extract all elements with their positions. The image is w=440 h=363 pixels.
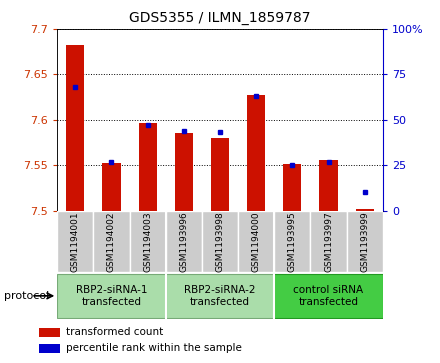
Text: GSM1193998: GSM1193998 <box>216 211 224 272</box>
Bar <box>39 328 59 337</box>
Text: protocol: protocol <box>4 291 50 301</box>
Bar <box>347 211 383 272</box>
Bar <box>39 344 59 353</box>
Bar <box>202 211 238 272</box>
Bar <box>238 211 274 272</box>
Bar <box>311 211 347 272</box>
Bar <box>103 163 121 211</box>
Text: GSM1193995: GSM1193995 <box>288 211 297 272</box>
Text: GSM1193996: GSM1193996 <box>180 211 188 272</box>
Text: GSM1193999: GSM1193999 <box>360 211 369 272</box>
Text: GSM1194000: GSM1194000 <box>252 211 260 272</box>
Bar <box>66 45 84 211</box>
Text: GSM1193997: GSM1193997 <box>324 211 333 272</box>
Bar <box>57 211 93 272</box>
Title: GDS5355 / ILMN_1859787: GDS5355 / ILMN_1859787 <box>129 11 311 25</box>
Text: GSM1194002: GSM1194002 <box>107 211 116 272</box>
Bar <box>175 134 193 211</box>
Bar <box>356 209 374 211</box>
Bar <box>166 211 202 272</box>
Text: transformed count: transformed count <box>66 327 164 337</box>
Bar <box>274 274 383 318</box>
Bar <box>274 211 311 272</box>
Bar <box>166 274 274 318</box>
Bar <box>93 211 129 272</box>
Bar <box>57 274 166 318</box>
Text: control siRNA
transfected: control siRNA transfected <box>293 285 363 307</box>
Text: GSM1194001: GSM1194001 <box>71 211 80 272</box>
Bar <box>319 160 337 211</box>
Text: RBP2-siRNA-2
transfected: RBP2-siRNA-2 transfected <box>184 285 256 307</box>
Text: RBP2-siRNA-1
transfected: RBP2-siRNA-1 transfected <box>76 285 147 307</box>
Bar <box>283 164 301 211</box>
Bar <box>129 211 166 272</box>
Text: GSM1194003: GSM1194003 <box>143 211 152 272</box>
Bar <box>247 95 265 211</box>
Text: percentile rank within the sample: percentile rank within the sample <box>66 343 242 353</box>
Bar <box>211 138 229 211</box>
Bar <box>139 122 157 211</box>
